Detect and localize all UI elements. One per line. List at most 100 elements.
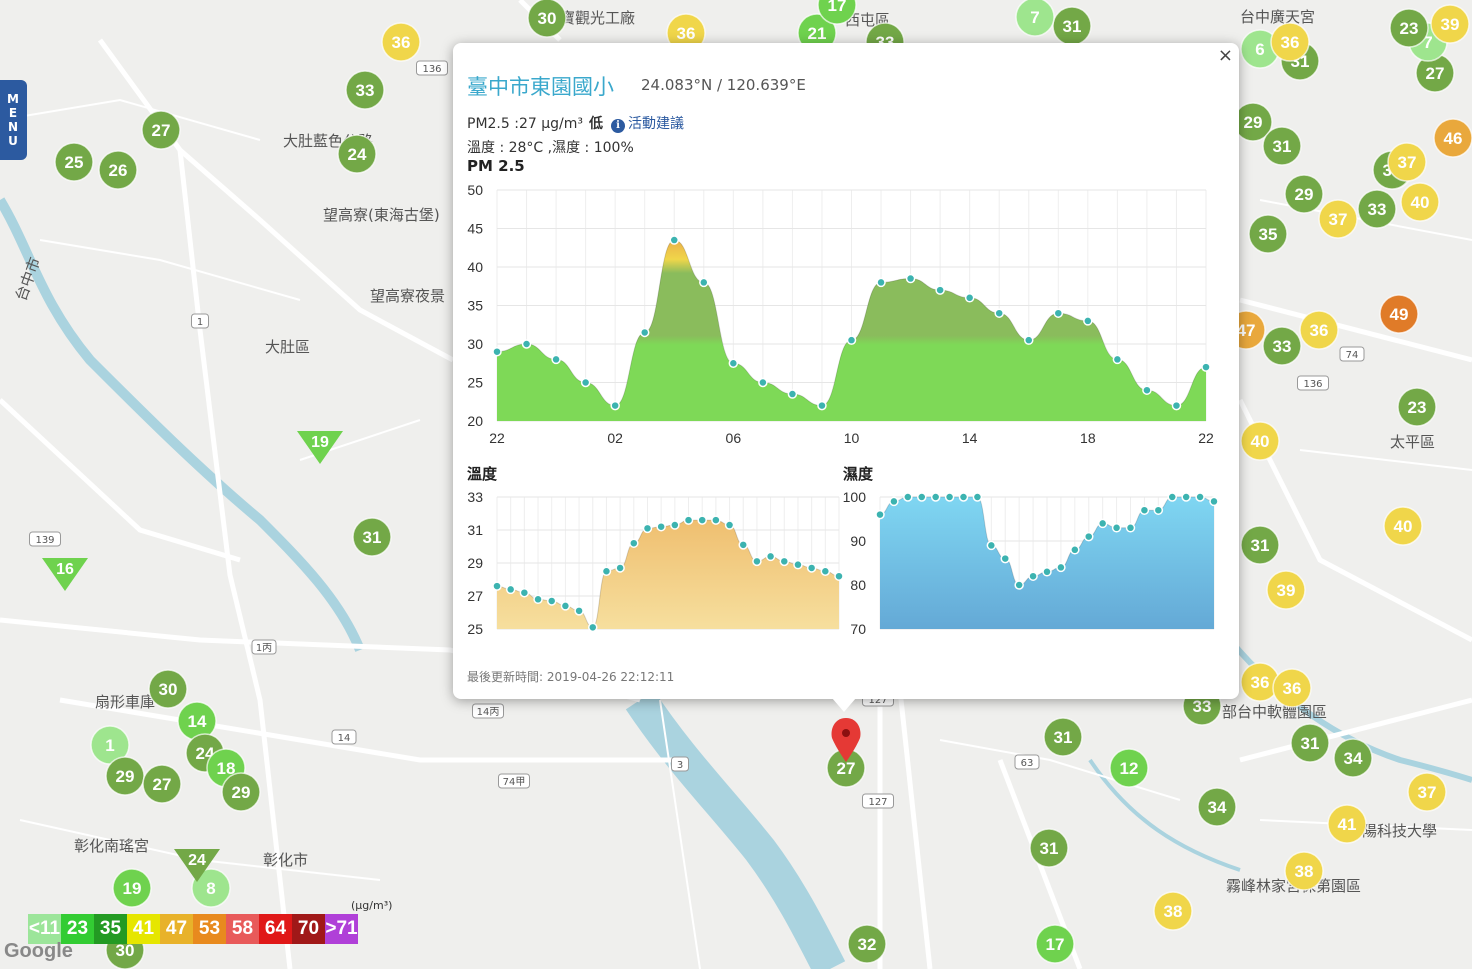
data-point[interactable]	[1084, 531, 1094, 542]
station-marker[interactable]: 19	[112, 868, 152, 908]
station-marker[interactable]: 36	[1270, 22, 1310, 62]
data-point[interactable]	[1053, 308, 1064, 318]
data-point[interactable]	[601, 566, 612, 576]
station-marker[interactable]: 31	[352, 517, 392, 557]
station-marker[interactable]: 36	[381, 22, 421, 62]
data-point[interactable]	[1171, 400, 1182, 411]
data-point[interactable]	[935, 285, 945, 295]
data-point[interactable]	[917, 492, 927, 502]
data-point[interactable]	[820, 566, 831, 576]
data-point[interactable]	[724, 520, 735, 530]
data-point[interactable]	[1153, 505, 1164, 515]
data-point[interactable]	[1142, 385, 1152, 395]
station-marker[interactable]: 33	[345, 70, 385, 110]
station-marker[interactable]: 23	[1397, 387, 1437, 427]
station-marker[interactable]: 40	[1400, 182, 1440, 222]
data-point[interactable]	[699, 277, 709, 288]
station-marker[interactable]: 12	[1109, 748, 1149, 788]
data-point[interactable]	[669, 235, 679, 245]
data-point[interactable]	[787, 389, 798, 399]
data-point[interactable]	[574, 606, 584, 616]
selected-station-pin[interactable]	[831, 718, 861, 762]
station-marker[interactable]: 35	[1248, 214, 1288, 254]
data-point[interactable]	[492, 346, 502, 357]
station-marker[interactable]: 29	[105, 756, 145, 796]
data-point[interactable]	[560, 601, 571, 611]
station-marker[interactable]: 40	[1383, 506, 1423, 546]
info-icon[interactable]: i	[610, 119, 625, 133]
data-point[interactable]	[615, 563, 625, 573]
station-marker[interactable]: 29	[1284, 174, 1324, 214]
station-marker[interactable]: 31	[1052, 6, 1092, 46]
station-marker[interactable]: 37	[1387, 142, 1427, 182]
data-point[interactable]	[1000, 553, 1010, 564]
station-marker[interactable]: 33	[1262, 326, 1302, 366]
data-point[interactable]	[683, 515, 694, 525]
station-marker[interactable]: 32	[847, 924, 887, 964]
data-point[interactable]	[834, 571, 844, 581]
station-marker[interactable]: 27	[142, 764, 182, 804]
station-marker[interactable]: 31	[1240, 525, 1280, 565]
data-point[interactable]	[1024, 335, 1034, 345]
station-marker[interactable]: 27	[826, 748, 866, 788]
data-point[interactable]	[551, 354, 561, 365]
data-point[interactable]	[1201, 362, 1211, 372]
data-point[interactable]	[1181, 492, 1191, 502]
data-point[interactable]	[889, 496, 899, 507]
station-marker[interactable]: 36	[1299, 310, 1339, 350]
data-point[interactable]	[697, 515, 707, 525]
data-point[interactable]	[994, 308, 1004, 318]
station-marker[interactable]: 38	[1284, 851, 1324, 891]
data-point[interactable]	[1056, 562, 1066, 573]
data-point[interactable]	[930, 492, 941, 502]
station-marker[interactable]: 40	[1240, 421, 1280, 461]
station-marker[interactable]: 25	[54, 142, 94, 182]
station-marker[interactable]: 31	[1262, 126, 1302, 166]
data-point[interactable]	[492, 581, 502, 591]
activity-advice-link[interactable]: 活動建議	[627, 116, 684, 132]
station-marker[interactable]: 34	[1197, 787, 1237, 827]
data-point[interactable]	[1097, 518, 1108, 529]
station-marker[interactable]: 37	[1318, 199, 1358, 239]
data-point[interactable]	[817, 400, 827, 411]
data-point[interactable]	[905, 273, 916, 284]
data-point[interactable]	[1042, 567, 1052, 577]
data-point[interactable]	[972, 492, 983, 502]
data-point[interactable]	[728, 358, 739, 368]
station-marker[interactable]: 30	[148, 669, 188, 709]
station-marker[interactable]: 17	[1035, 924, 1075, 964]
station-marker[interactable]: 46	[1433, 118, 1472, 158]
station-marker[interactable]: 7	[1015, 0, 1055, 37]
data-point[interactable]	[793, 559, 803, 570]
data-point[interactable]	[1167, 492, 1177, 502]
data-point[interactable]	[639, 327, 650, 338]
station-marker[interactable]: 8	[191, 868, 231, 908]
data-point[interactable]	[521, 339, 532, 349]
sensor-marker[interactable]: 16	[42, 558, 88, 591]
station-marker[interactable]: 39	[1430, 4, 1470, 44]
data-point[interactable]	[580, 377, 591, 388]
station-marker[interactable]: 39	[1266, 570, 1306, 610]
data-point[interactable]	[806, 563, 817, 573]
data-point[interactable]	[505, 584, 516, 595]
data-point[interactable]	[1209, 496, 1219, 507]
data-point[interactable]	[1028, 571, 1038, 581]
data-point[interactable]	[1195, 492, 1205, 502]
data-point[interactable]	[546, 596, 557, 606]
data-point[interactable]	[944, 492, 955, 502]
data-point[interactable]	[642, 523, 653, 534]
station-marker[interactable]: 31	[1043, 717, 1083, 757]
station-marker[interactable]: 24	[337, 134, 377, 174]
station-marker[interactable]: 37	[1407, 772, 1447, 812]
data-point[interactable]	[765, 551, 776, 562]
data-point[interactable]	[1083, 316, 1093, 326]
station-marker[interactable]: 49	[1379, 294, 1419, 334]
data-point[interactable]	[738, 540, 748, 550]
data-point[interactable]	[1139, 505, 1150, 515]
data-point[interactable]	[964, 293, 975, 303]
data-point[interactable]	[752, 556, 762, 567]
sensor-marker[interactable]: 24	[174, 849, 220, 882]
station-marker[interactable]: 29	[1233, 102, 1273, 142]
data-point[interactable]	[533, 594, 543, 605]
sensor-marker[interactable]: 19	[297, 431, 343, 464]
